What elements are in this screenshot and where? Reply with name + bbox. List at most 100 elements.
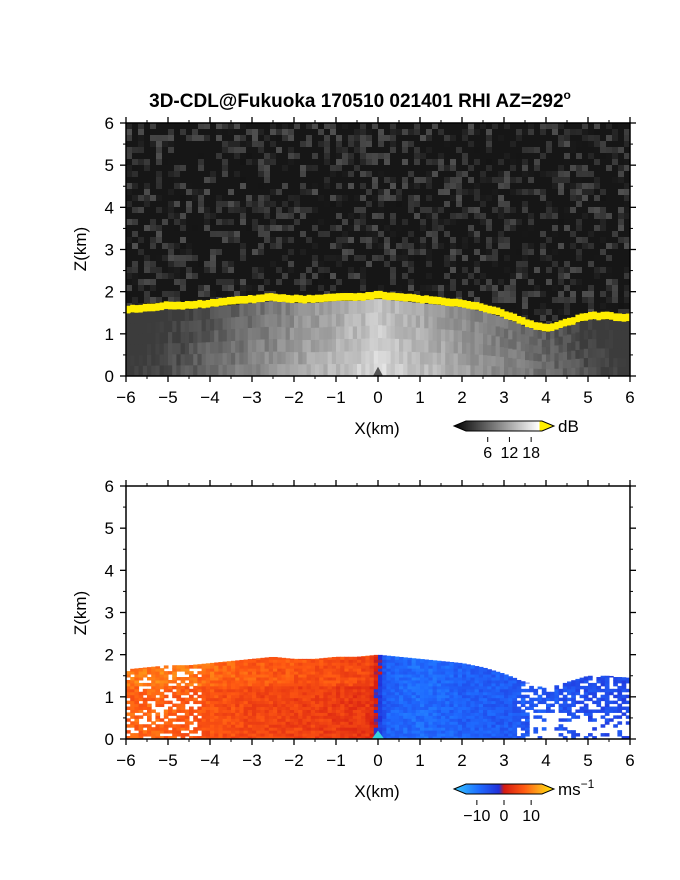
noise-cell [432, 219, 438, 225]
velocity-cell [197, 700, 203, 705]
echo-cell [533, 360, 539, 369]
noise-cell [234, 171, 240, 177]
noise-cell [486, 177, 492, 183]
echo-cell [302, 351, 308, 365]
noise-cell [378, 213, 384, 219]
noise-cell [384, 243, 390, 249]
velocity-cell [243, 730, 249, 734]
echo-cell [462, 353, 467, 366]
velocity-cell [142, 700, 148, 705]
velocity-cell [428, 712, 434, 716]
velocity-cell [231, 727, 236, 731]
echo-cell [596, 347, 602, 358]
echo-cell [533, 329, 539, 338]
velocity-cell [424, 688, 429, 693]
velocity-cell [457, 679, 463, 684]
echo-cell [235, 328, 240, 341]
velocity-cell [327, 682, 333, 687]
noise-cell [576, 255, 582, 261]
velocity-cell [214, 709, 219, 713]
noise-cell [552, 285, 558, 291]
velocity-cell [399, 736, 404, 739]
echo-cell [231, 352, 236, 365]
velocity-cell [231, 662, 236, 666]
velocity-cell [369, 685, 375, 690]
velocity-cell [285, 706, 291, 710]
velocity-cell [281, 682, 287, 687]
echo-cell [407, 314, 413, 328]
velocity-cell [508, 677, 513, 681]
echo-cell [302, 327, 308, 341]
velocity-cell [268, 659, 274, 663]
velocity-cell [264, 700, 270, 705]
velocity-cell [302, 694, 308, 699]
velocity-cell [525, 688, 530, 693]
velocity-cell [319, 679, 324, 684]
velocity-cell [315, 700, 320, 705]
noise-cell [576, 189, 582, 195]
echo-cell [441, 328, 446, 342]
noise-cell [354, 165, 360, 171]
echo-cell [478, 343, 484, 355]
velocity-cell [403, 665, 408, 669]
velocity-cell [390, 700, 396, 705]
velocity-cell [210, 727, 215, 731]
velocity-cell [226, 706, 232, 710]
echo-cell [436, 328, 442, 341]
velocity-cell [382, 682, 387, 687]
noise-cell [246, 159, 252, 165]
noise-cell [198, 201, 204, 207]
velocity-cell [239, 733, 245, 737]
noise-cell [216, 195, 222, 201]
velocity-cell [306, 730, 312, 734]
noise-cell [240, 213, 246, 219]
velocity-cell [155, 733, 161, 737]
noise-cell [414, 147, 420, 153]
echo-cell [189, 320, 194, 332]
velocity-cell [319, 694, 324, 699]
echo-cell [512, 349, 518, 359]
velocity-cell [478, 682, 484, 687]
velocity-cell [277, 709, 282, 713]
noise-cell [456, 135, 462, 141]
velocity-cell [210, 697, 215, 702]
noise-cell [498, 183, 504, 189]
noise-cell [174, 261, 180, 267]
velocity-cell [218, 671, 224, 675]
velocity-cell [268, 688, 274, 693]
noise-cell [252, 249, 258, 255]
noise-cell [288, 135, 294, 141]
noise-cell [210, 261, 216, 267]
velocity-cell [264, 712, 270, 716]
velocity-cell [235, 691, 240, 696]
noise-cell [594, 255, 600, 261]
noise-cell [168, 171, 174, 177]
velocity-cell [457, 671, 463, 675]
velocity-cell [441, 661, 446, 663]
noise-cell [528, 279, 534, 285]
echo-cell [499, 326, 505, 338]
velocity-cell [504, 685, 509, 690]
velocity-cell [151, 733, 156, 737]
noise-cell [522, 267, 528, 273]
noise-cell [234, 201, 240, 207]
velocity-cell [306, 706, 312, 710]
noise-cell [366, 225, 372, 231]
echo-cell [348, 350, 354, 364]
velocity-cell [327, 668, 333, 672]
noise-cell [594, 141, 600, 147]
echo-cell [495, 355, 501, 367]
velocity-cell [373, 730, 379, 734]
velocity-cell [399, 706, 404, 710]
noise-cell [240, 243, 246, 249]
velocity-cell [361, 724, 366, 728]
reflectivity-colorbar-bar [452, 420, 556, 432]
velocity-cell [436, 736, 442, 739]
velocity-cell [172, 736, 177, 739]
velocity-cell [273, 733, 278, 737]
velocity-cell [361, 706, 366, 710]
velocity-cell [478, 666, 484, 669]
noise-cell [198, 285, 204, 291]
x-tick-label: 2 [457, 388, 466, 407]
noise-cell [522, 243, 528, 249]
